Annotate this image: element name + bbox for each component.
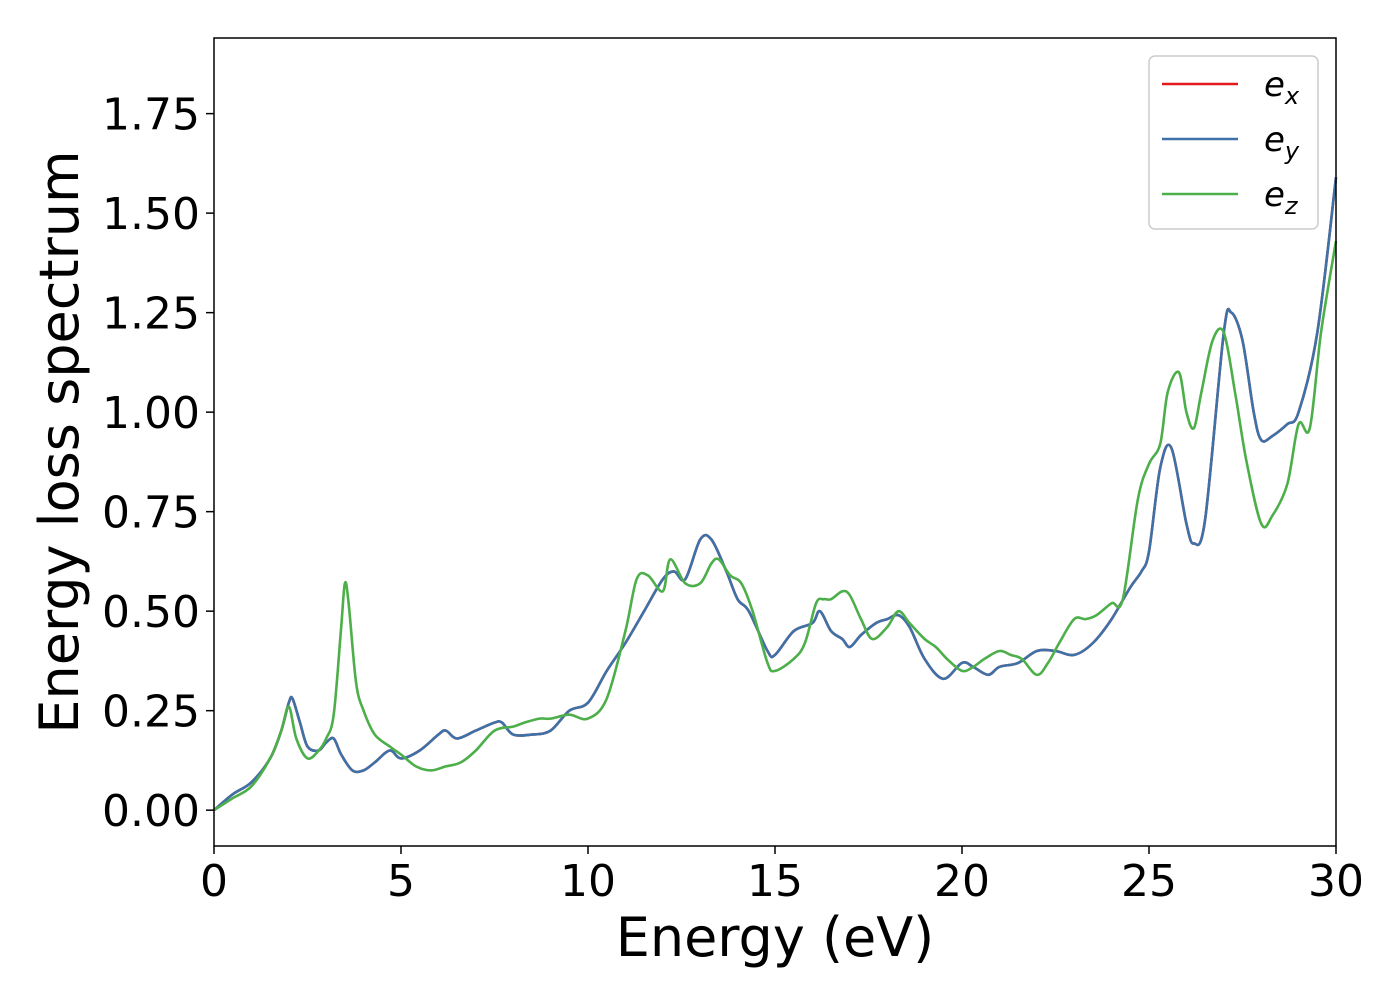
x-tick-label: 30 (1308, 856, 1364, 907)
y-tick-label: 0.75 (102, 488, 200, 539)
x-axis-title: Energy (eV) (616, 906, 935, 969)
y-tick-label: 1.75 (102, 90, 200, 141)
legend-label: ey (1264, 120, 1300, 165)
legend-box (1148, 55, 1319, 230)
x-tick-label: 25 (1121, 856, 1177, 907)
y-tick-label: 1.25 (102, 289, 200, 340)
series-line-y (213, 177, 1338, 812)
x-tick-label: 5 (387, 856, 415, 907)
legend-subscript: y (1284, 137, 1300, 165)
y-tick-label: 0.25 (102, 687, 200, 738)
legend-entry-y: ey (1162, 120, 1300, 165)
x-tick-label: 20 (934, 856, 990, 907)
legend-entry-z: ez (1162, 175, 1299, 220)
x-tick-label: 15 (747, 856, 803, 907)
plot-lines (213, 177, 1338, 812)
legend-subscript: z (1284, 192, 1299, 220)
series-line-x (213, 177, 1338, 812)
y-tick-label: 0.50 (102, 587, 200, 638)
legend-label: ex (1264, 65, 1300, 110)
legend: ex ey ez (1148, 55, 1319, 230)
y-axis-title: Energy loss spectrum (28, 150, 91, 733)
y-tick-label: 1.50 (102, 189, 200, 240)
x-tick-label: 10 (560, 856, 616, 907)
legend-label: ez (1264, 175, 1299, 220)
y-tick-label: 1.00 (102, 388, 200, 439)
x-axis-ticks: 0 5 10 15 20 25 30 (200, 846, 1364, 907)
legend-subscript: x (1284, 82, 1300, 110)
legend-entry-x: ex (1162, 65, 1300, 110)
series-line-z (213, 240, 1338, 812)
x-tick-label: 0 (200, 856, 228, 907)
y-tick-label: 0.00 (102, 786, 200, 837)
y-axis-ticks: 0.00 0.25 0.50 0.75 1.00 1.25 1.50 1.75 (102, 90, 214, 837)
